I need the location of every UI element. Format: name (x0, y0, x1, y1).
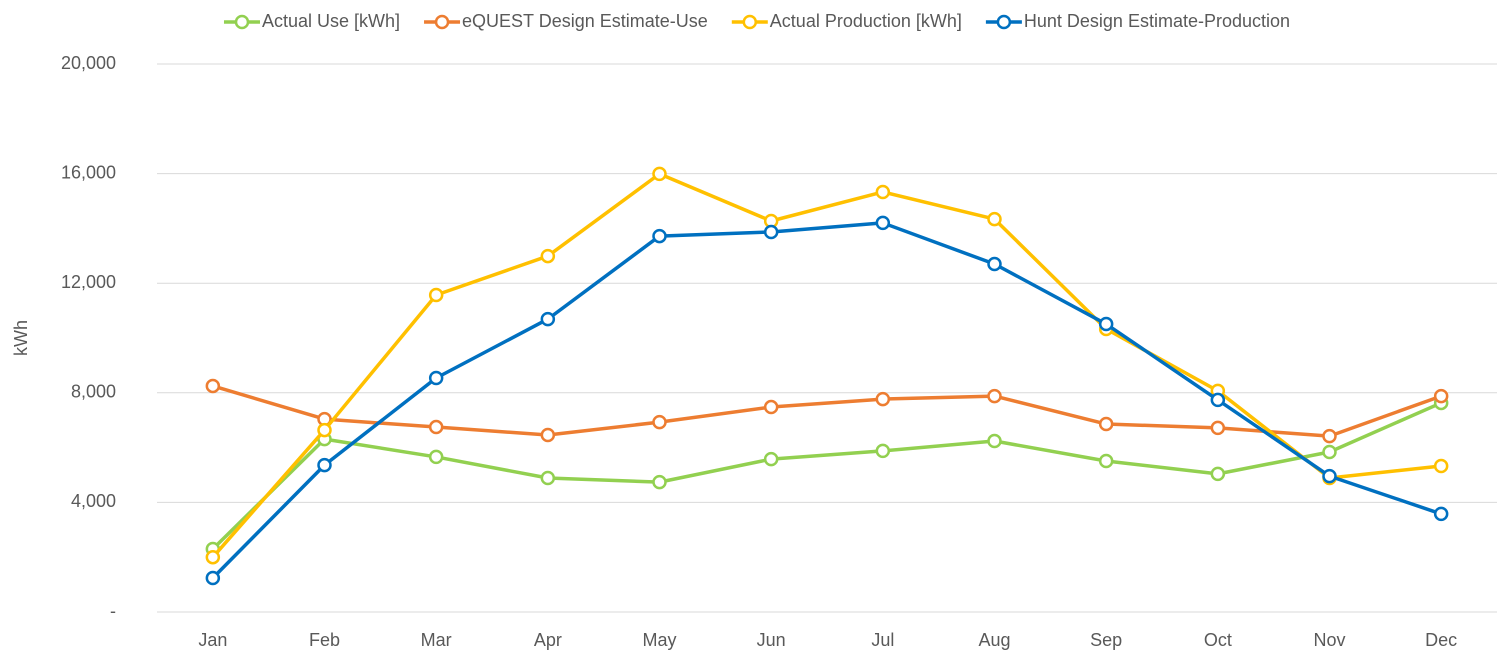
data-point (428, 449, 444, 465)
data-point (1210, 466, 1226, 482)
legend-marker (996, 14, 1012, 30)
data-point (428, 287, 444, 303)
x-tick-label: Apr (534, 630, 562, 650)
x-tick-label: Jan (198, 630, 227, 650)
legend-marker (742, 14, 758, 30)
y-tick-label: 20,000 (61, 53, 116, 73)
data-point (763, 224, 779, 240)
series-line (211, 401, 1442, 551)
data-point (1322, 444, 1337, 460)
data-point (987, 211, 1002, 227)
data-point (1433, 506, 1449, 522)
data-point (652, 474, 667, 490)
data-point (317, 457, 332, 473)
data-point (205, 549, 221, 565)
legend-marker (434, 14, 450, 30)
data-point (763, 399, 779, 415)
data-point (763, 451, 779, 467)
data-point (1433, 388, 1449, 404)
data-point (317, 422, 332, 438)
x-tick-label: Feb (309, 630, 340, 650)
y-tick-label: 12,000 (61, 272, 116, 292)
data-point (987, 256, 1002, 272)
data-point (875, 391, 891, 407)
data-point (1210, 392, 1226, 408)
y-tick-label: - (110, 601, 116, 621)
x-tick-label: Dec (1425, 630, 1457, 650)
y-axis-label: kWh (11, 320, 31, 356)
data-point (540, 470, 556, 486)
x-tick-label: May (642, 630, 676, 650)
legend: Actual Use [kWh] eQUEST Design Estimate-U… (223, 11, 1290, 31)
data-point (1098, 416, 1114, 432)
data-point (205, 378, 221, 394)
x-tick-label: Jul (871, 630, 894, 650)
data-point (1433, 458, 1449, 474)
data-point (205, 570, 221, 586)
data-point (1210, 420, 1226, 436)
series-line (211, 172, 1442, 559)
series-line (212, 384, 1442, 438)
data-point (987, 433, 1002, 449)
x-tick-label: Oct (1204, 630, 1232, 650)
data-point (1322, 468, 1337, 484)
data-point (987, 388, 1002, 404)
data-point (428, 419, 444, 435)
data-point (652, 166, 667, 182)
x-tick-label: Jun (757, 630, 786, 650)
data-point (1098, 453, 1114, 469)
legend-label: eQUEST Design Estimate-Use (462, 11, 708, 31)
data-point (540, 427, 556, 443)
x-tick-label: Mar (421, 630, 452, 650)
y-tick-label: 4,000 (71, 491, 116, 511)
series-line (211, 221, 1442, 580)
legend-label: Hunt Design Estimate-Production (1024, 11, 1290, 31)
data-point (540, 311, 556, 327)
legend-label: Actual Use [kWh] (262, 11, 400, 31)
legend-label: Actual Production [kWh] (770, 11, 962, 31)
y-tick-label: 8,000 (71, 382, 116, 402)
legend-marker (234, 14, 250, 30)
data-point (875, 443, 891, 459)
x-tick-label: Aug (978, 630, 1010, 650)
data-point (428, 370, 444, 386)
data-point (1098, 316, 1114, 332)
x-tick-label: Nov (1313, 630, 1345, 650)
data-point (652, 228, 667, 244)
data-point (1322, 428, 1337, 444)
x-tick-label: Sep (1090, 630, 1122, 650)
data-point (875, 215, 891, 231)
data-point (540, 248, 556, 264)
y-tick-label: 16,000 (61, 162, 116, 182)
data-point (652, 414, 667, 430)
data-point (875, 184, 891, 200)
